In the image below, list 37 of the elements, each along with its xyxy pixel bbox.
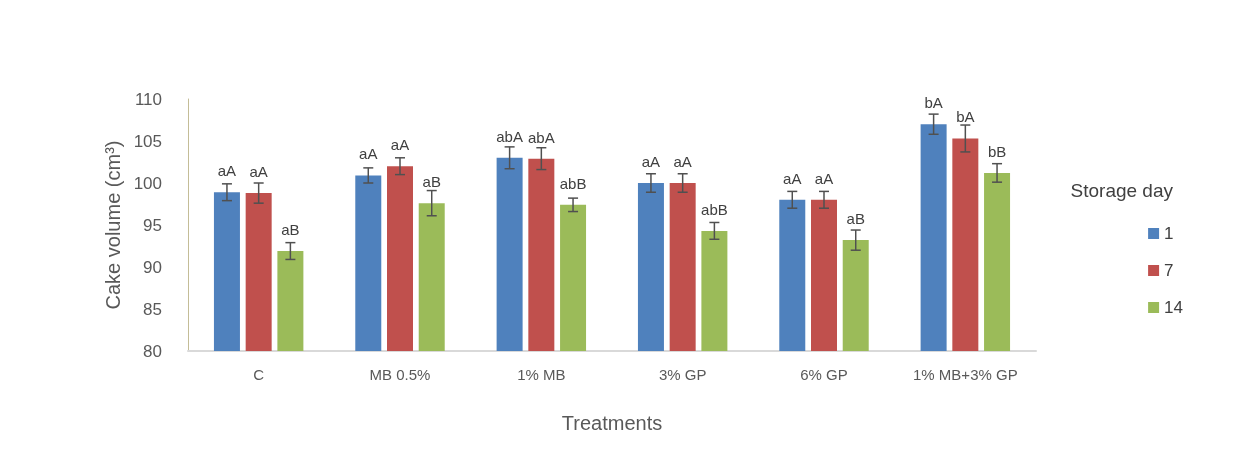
data-label: aA [217, 162, 237, 180]
y-tick-label: 105 [133, 131, 162, 151]
data-label: abB [701, 200, 728, 218]
data-label: aA [249, 163, 268, 181]
data-label: bA [956, 108, 975, 126]
x-tick-label: 1% MB+3% GP [913, 366, 1018, 383]
data-label: bA [924, 94, 943, 112]
legend-label: 1 [1164, 224, 1174, 243]
x-tick-label: 6% GP [800, 366, 848, 383]
data-label: aA [814, 169, 834, 187]
data-label: aB [281, 221, 300, 239]
data-label: abB [559, 174, 587, 192]
data-label: abA [527, 128, 555, 146]
data-label: aA [390, 136, 410, 154]
data-label: aA [359, 145, 378, 163]
data-label: aA [673, 153, 692, 170]
data-label: abA [496, 127, 523, 145]
y-tick-label: 110 [134, 89, 162, 109]
legend-label: 14 [1164, 298, 1184, 317]
data-label: aB [846, 210, 865, 228]
y-axis-title: Cake volume (cm³) [101, 140, 124, 310]
legend-label: 7 [1164, 261, 1174, 280]
x-tick-label: 3% GP [658, 366, 707, 383]
y-tick-label: 85 [143, 299, 162, 319]
data-label: aA [783, 169, 802, 187]
legend-title: Storage day [1070, 180, 1174, 201]
data-label: bB [987, 142, 1007, 160]
y-tick-label: 90 [143, 257, 162, 277]
y-tick-label: 80 [143, 341, 162, 361]
x-tick-label: 1% MB [517, 366, 566, 383]
x-tick-label: MB 0.5% [369, 366, 431, 383]
y-tick-label: 100 [133, 173, 162, 193]
y-tick-label: 95 [143, 215, 162, 235]
x-tick-label: C [253, 366, 265, 383]
x-axis-title: Treatments [561, 412, 663, 434]
data-label: aA [641, 153, 661, 170]
data-label: aB [422, 173, 441, 191]
